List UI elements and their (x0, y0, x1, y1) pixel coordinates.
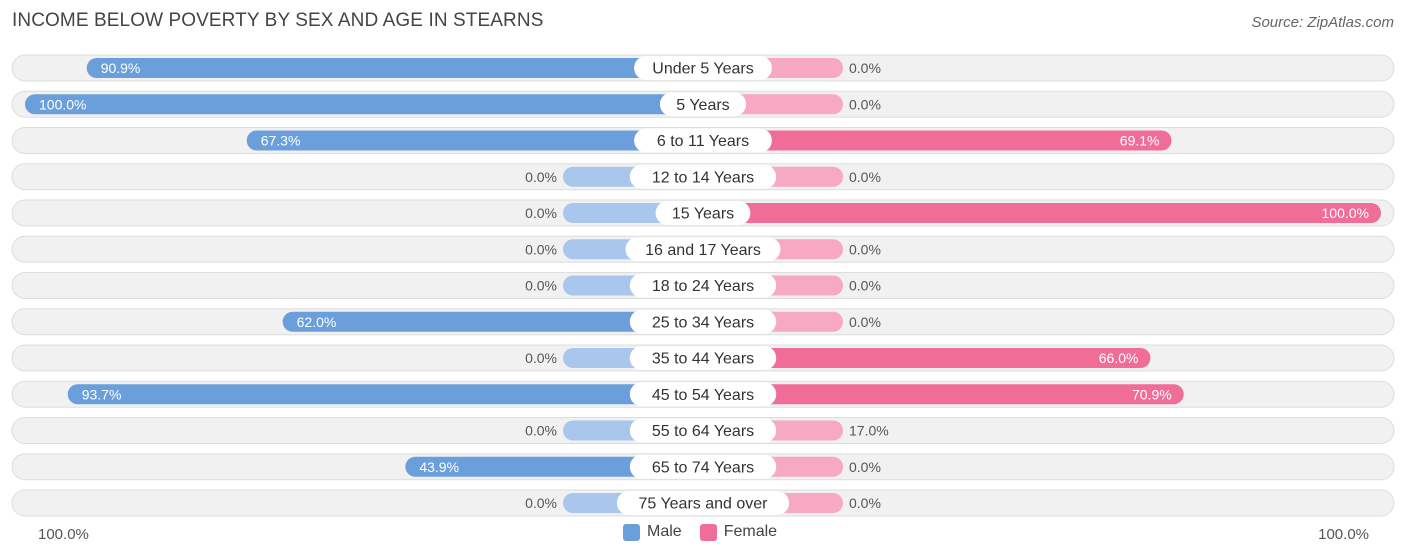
category-label: 65 to 74 Years (652, 459, 754, 476)
category-pill (655, 201, 751, 225)
category-label: 18 to 24 Years (652, 278, 754, 295)
female-value-label: 69.1% (1120, 133, 1160, 149)
category-pill (634, 56, 772, 80)
category-label: Under 5 Years (652, 61, 753, 78)
category-pill (634, 128, 772, 153)
male-bar (86, 58, 703, 78)
female-value-label: 0.0% (849, 96, 881, 112)
category-pill (629, 454, 777, 479)
category-pill (629, 164, 777, 189)
category-pill (629, 309, 777, 334)
male-value-label: 0.0% (525, 241, 557, 257)
category-label: 55 to 64 Years (652, 423, 754, 440)
female-value-label: 0.0% (849, 495, 881, 511)
male-value-label: 0.0% (525, 169, 557, 185)
category-label: 45 to 54 Years (652, 387, 754, 404)
chart-title: INCOME BELOW POVERTY BY SEX AND AGE IN S… (12, 10, 544, 31)
category-label: 5 Years (676, 97, 729, 114)
category-pill (629, 382, 777, 407)
category-label: 25 to 34 Years (652, 314, 754, 331)
female-bar (703, 130, 1172, 151)
diverging-bar-chart: 90.9% 0.0% Under 5 Years 100.0% 0.0% 5 Years 6… (11, 54, 1395, 517)
male-value-label: 0.0% (525, 495, 557, 511)
axis-left-label: 100.0% (38, 526, 89, 543)
female-value-label: 0.0% (849, 459, 881, 475)
category-label: 15 Years (672, 206, 734, 223)
male-value-label: 62.0% (297, 314, 337, 330)
legend-item-female: Female (699, 523, 778, 541)
female-bar (703, 384, 1184, 405)
male-value-label: 0.0% (525, 350, 557, 366)
female-bar (703, 348, 1151, 368)
category-label: 75 Years and over (639, 496, 769, 513)
female-value-label: 0.0% (849, 278, 881, 294)
axis-right-label: 100.0% (1318, 526, 1369, 543)
category-label: 6 to 11 Years (657, 133, 749, 150)
male-value-label: 93.7% (82, 386, 122, 402)
male-value-label: 100.0% (39, 96, 86, 112)
female-bar (703, 203, 1381, 223)
category-pill (629, 346, 777, 370)
female-value-label: 66.0% (1099, 350, 1139, 366)
male-value-label: 67.3% (261, 133, 301, 149)
legend: Male Female (623, 523, 795, 541)
male-bar (405, 456, 703, 477)
category-pill (629, 418, 777, 443)
male-bar (25, 94, 703, 115)
female-value-label: 0.0% (849, 314, 881, 330)
female-value-label: 0.0% (849, 241, 881, 257)
female-value-label: 100.0% (1322, 205, 1369, 221)
category-label: 12 to 14 Years (652, 169, 754, 186)
male-value-label: 90.9% (101, 60, 141, 76)
legend-item-male: Male (623, 523, 682, 541)
legend-swatch-female (699, 523, 717, 541)
male-bar (67, 384, 704, 405)
male-bar (246, 130, 703, 151)
legend-swatch-male (623, 523, 640, 541)
male-value-label: 0.0% (525, 423, 557, 439)
category-pill (659, 92, 747, 117)
female-value-label: 0.0% (849, 169, 881, 185)
category-pill (616, 491, 790, 515)
legend-label-male: Male (647, 523, 682, 540)
category-pill (625, 237, 781, 262)
category-label: 35 to 44 Years (652, 351, 754, 368)
female-value-label: 17.0% (849, 423, 889, 439)
male-value-label: 0.0% (525, 205, 557, 221)
category-label: 16 and 17 Years (645, 242, 761, 259)
male-bar (282, 311, 703, 332)
category-pill (629, 273, 777, 298)
female-value-label: 0.0% (849, 60, 881, 76)
female-value-label: 70.9% (1132, 386, 1172, 402)
source-label: Source: ZipAtlas.com (1251, 14, 1394, 31)
male-value-label: 43.9% (419, 459, 459, 475)
legend-label-female: Female (723, 523, 778, 540)
male-value-label: 0.0% (525, 278, 557, 294)
